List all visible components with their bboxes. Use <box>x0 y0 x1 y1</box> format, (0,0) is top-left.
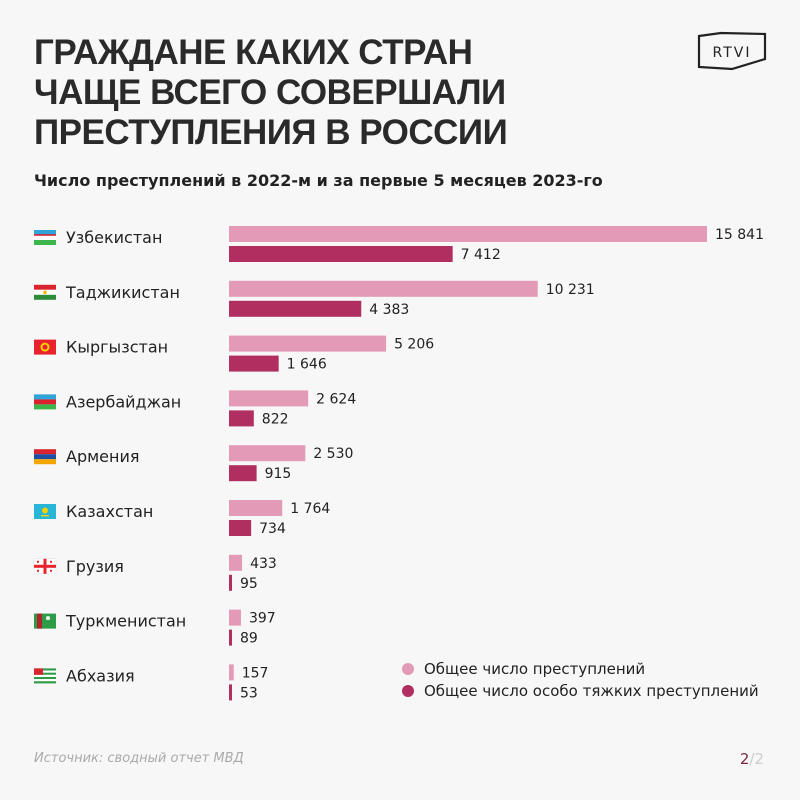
flag-ge-icon <box>33 558 57 575</box>
chart-subtitle: Число преступлений в 2022-м и за первые … <box>34 171 603 190</box>
bar-grave <box>229 629 232 646</box>
data-label: 433 <box>250 556 277 572</box>
rtvi-logo: RTVI <box>697 31 767 71</box>
bar-total <box>229 445 306 462</box>
data-label: 2 530 <box>313 446 353 462</box>
category-label: Азербайджан <box>66 392 181 411</box>
legend: Общее число преступлений Общее число осо… <box>402 658 759 702</box>
flag-uz-icon <box>34 230 56 245</box>
bar-grave <box>229 355 279 372</box>
flag-kz-icon <box>34 504 56 519</box>
category-label: Туркменистан <box>65 612 186 631</box>
data-label: 7 412 <box>461 247 501 263</box>
category-label: Грузия <box>66 557 124 576</box>
country-row: Абхазия 157 53 <box>34 664 268 701</box>
flag-az-icon <box>34 394 56 410</box>
title-line: ГРАЖДАНЕ КАКИХ СТРАН <box>34 33 473 72</box>
data-label: 915 <box>265 466 292 482</box>
legend-item-grave: Общее число особо тяжких преступлений <box>402 680 759 702</box>
source-note: Источник: сводный отчет МВД <box>34 751 244 766</box>
legend-label: Общее число особо тяжких преступлений <box>424 682 759 700</box>
flag-abkhazia-icon <box>34 668 56 684</box>
logo-text: RTVI <box>713 45 752 61</box>
category-label: Кыргызстан <box>66 338 168 357</box>
flag-kg-icon <box>34 339 56 355</box>
data-label: 4 383 <box>369 302 409 318</box>
legend-label: Общее число преступлений <box>424 660 646 678</box>
bar-total <box>229 280 538 297</box>
data-label: 397 <box>249 611 276 627</box>
bar-total <box>229 226 707 242</box>
legend-dot-total <box>402 663 414 675</box>
bar-total <box>229 554 243 571</box>
category-label: Казахстан <box>66 502 153 521</box>
bar-grave <box>229 410 254 427</box>
title-line: ЧАЩЕ ВСЕГО СОВЕРШАЛИ <box>34 73 506 112</box>
data-label: 2 624 <box>316 391 356 407</box>
flag-tj-icon <box>34 284 56 300</box>
country-row: Армения 2 530 915 <box>34 445 353 482</box>
data-label: 53 <box>240 685 258 701</box>
legend-item-total: Общее число преступлений <box>402 658 759 680</box>
bar-total <box>229 664 234 681</box>
category-label: Узбекистан <box>66 228 162 247</box>
bar-grave <box>229 300 362 317</box>
flag-am-icon <box>34 449 56 465</box>
category-label: Таджикистан <box>65 283 180 302</box>
data-label: 157 <box>242 665 269 681</box>
country-row: Азербайджан 2 624 822 <box>34 390 356 427</box>
category-label: Армения <box>66 447 140 466</box>
data-label: 89 <box>240 631 258 647</box>
data-label: 15 841 <box>715 227 764 243</box>
data-label: 734 <box>259 521 286 537</box>
page-title: ГРАЖДАНЕ КАКИХ СТРАН ЧАЩЕ ВСЕГО СОВЕРШАЛ… <box>34 33 508 153</box>
data-label: 1 764 <box>290 501 330 517</box>
country-row: Кыргызстан 5 206 1 646 <box>34 335 434 373</box>
bar-grave <box>229 684 232 701</box>
legend-dot-grave <box>402 685 414 697</box>
bar-total <box>229 390 309 407</box>
page-current: 2 <box>739 750 750 768</box>
data-label: 5 206 <box>394 337 434 353</box>
data-label: 10 231 <box>546 282 595 298</box>
title-line: ПРЕСТУПЛЕНИЯ В РОССИИ <box>34 113 508 152</box>
bar-total <box>229 500 283 516</box>
page-indicator: 2/2 <box>740 750 764 768</box>
country-row: Грузия 433 95 <box>33 554 277 592</box>
bar-grave <box>229 520 252 536</box>
data-label: 1 646 <box>287 357 327 373</box>
bar-grave <box>229 465 257 482</box>
page-separator: / <box>749 750 755 768</box>
bar-total <box>229 335 387 352</box>
bar-total <box>229 609 241 626</box>
page-total: 2 <box>754 750 764 768</box>
flag-tm-icon <box>34 613 56 629</box>
country-row: Таджикистан 10 231 4 383 <box>34 280 595 318</box>
bar-grave <box>229 574 232 591</box>
country-row: Туркменистан 397 89 <box>34 609 276 647</box>
data-label: 95 <box>240 576 258 592</box>
data-label: 822 <box>262 411 289 427</box>
bar-grave <box>229 246 453 262</box>
country-row: Узбекистан 15 841 7 412 <box>34 226 764 263</box>
category-label: Абхазия <box>66 666 135 685</box>
